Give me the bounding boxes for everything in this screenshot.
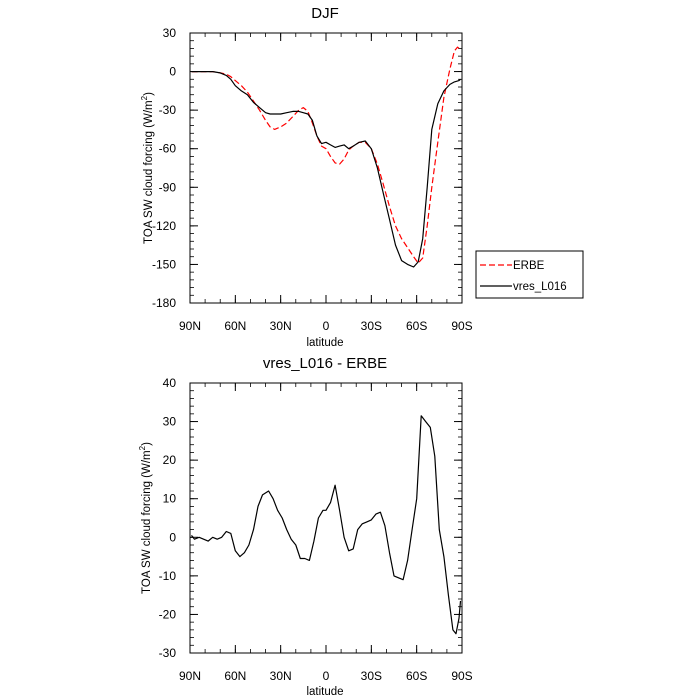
top-ytick-label: -90 <box>159 180 177 194</box>
bottom-ytick-label: 10 <box>163 492 177 506</box>
bottom-panel-title: vres_L016 - ERBE <box>263 355 387 372</box>
top-xtick-label: 60N <box>224 319 246 333</box>
top-x-axis-label: latitude <box>306 337 343 349</box>
top-panel-title: DJF <box>311 5 339 22</box>
bottom-ytick-label: 20 <box>163 453 177 467</box>
bottom-ytick-label: -10 <box>159 569 177 583</box>
bottom-ytick-label: 0 <box>169 530 176 544</box>
top-xtick-label: 30N <box>270 319 292 333</box>
top-ytick-label: -150 <box>152 257 176 271</box>
top-plot-frame <box>189 32 463 304</box>
bottom-ytick-label: -20 <box>159 607 177 621</box>
top-y-label-close: ) <box>143 92 155 96</box>
top-series-line-erbe <box>191 46 461 264</box>
top-x-ticks: 90N 60N 30N 0 30S 60S 90S <box>179 33 473 333</box>
top-xtick-label: 90N <box>179 319 201 333</box>
bottom-xtick-label: 0 <box>323 669 330 683</box>
top-xtick-label: 0 <box>323 319 330 333</box>
bottom-ytick-label: 30 <box>163 415 177 429</box>
bottom-series-line-vres-l016-erbe <box>191 415 462 635</box>
bottom-y-label-superscript: 2 <box>138 445 147 450</box>
bottom-y-axis-label: TOA SW cloud forcing (W/m2) <box>138 442 153 594</box>
legend-erbe-label: ERBE <box>513 260 545 272</box>
top-xtick-label: 90S <box>451 319 472 333</box>
bottom-x-ticks: 90N 60N 30N 0 30S 60S 90S <box>179 383 473 683</box>
bottom-x-axis-label: latitude <box>306 686 343 698</box>
bottom-xtick-label: 90N <box>179 669 201 683</box>
bottom-ytick-label: -30 <box>159 646 177 660</box>
bottom-xtick-label: 90S <box>451 669 472 683</box>
top-xtick-label: 60S <box>406 319 427 333</box>
bottom-xtick-label: 30N <box>270 669 292 683</box>
top-panel-djf: DJF 300-30-60-90-120-150-180 90N 60N 30N 0 3… <box>140 5 584 349</box>
top-y-label-superscript: 2 <box>140 95 149 100</box>
top-ytick-label: -180 <box>152 296 176 310</box>
bottom-xtick-label: 30S <box>361 669 382 683</box>
top-ytick-label: -60 <box>159 142 177 156</box>
bottom-xtick-label: 60N <box>224 669 246 683</box>
top-xtick-label: 30S <box>361 319 382 333</box>
bottom-y-label-close: ) <box>141 442 153 446</box>
top-y-axis-label: TOA SW cloud forcing (W/m2) <box>140 92 155 244</box>
bottom-ytick-label: 40 <box>163 376 177 390</box>
legend-vres-label: vres_L016 <box>513 281 567 293</box>
bottom-y-label-main: TOA SW cloud forcing (W/m <box>141 450 153 594</box>
legend: ERBE vres_L016 <box>475 250 584 299</box>
top-ytick-label: -30 <box>159 103 177 117</box>
legend-box <box>475 250 584 299</box>
top-ytick-label: 30 <box>163 26 177 40</box>
top-ytick-label: 0 <box>169 65 176 79</box>
top-ytick-label: -120 <box>152 219 176 233</box>
top-y-ticks: 30 0 -30 -60 -90 -120 -150 -180 <box>152 26 462 310</box>
top-series-line-vres-l016 <box>191 70 461 268</box>
bottom-y-ticks: 40 30 20 10 0 -10 -20 -30 <box>159 376 462 660</box>
top-y-label-main: TOA SW cloud forcing (W/m <box>143 100 155 244</box>
bottom-xtick-label: 60S <box>406 669 427 683</box>
top-series-group <box>191 46 461 268</box>
bottom-series-group <box>191 415 462 635</box>
